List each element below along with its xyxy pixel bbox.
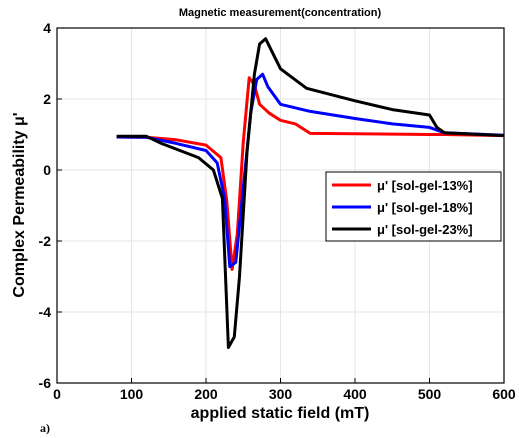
x-axis-label: applied static field (mT) [191, 405, 370, 422]
y-tick-label: -4 [39, 304, 52, 320]
legend-label-2: μ' [sol-gel-18%] [377, 200, 473, 215]
x-tick-label: 200 [194, 386, 218, 402]
series-layer [116, 37, 505, 349]
y-tick-label: 4 [43, 20, 51, 36]
legend: μ' [sol-gel-13%] μ' [sol-gel-18%] μ' [sol-… [325, 171, 502, 242]
x-tick-label: 0 [53, 386, 61, 402]
chart-title: Magnetic measurement(concentration) [179, 7, 382, 19]
panel-label: a) [40, 421, 50, 435]
series-line-3 [116, 37, 505, 349]
x-tick-label: 100 [120, 386, 144, 402]
y-tick-label: 0 [43, 162, 51, 178]
y-axis-label: Complex Permeability μ' [11, 112, 28, 297]
y-tick-label: 2 [43, 91, 51, 107]
y-tick-label: -2 [39, 233, 52, 249]
legend-label-3: μ' [sol-gel-23%] [377, 222, 473, 237]
x-tick-label: 300 [269, 386, 293, 402]
x-tick-label: 600 [492, 386, 516, 402]
x-tick-label: 400 [343, 386, 367, 402]
y-tick-label: -6 [39, 375, 52, 391]
ticks: 0 100 200 300 400 500 600 -6 -4 -2 0 2 4 [39, 20, 516, 402]
legend-label-1: μ' [sol-gel-13%] [377, 178, 473, 193]
x-tick-label: 500 [418, 386, 442, 402]
